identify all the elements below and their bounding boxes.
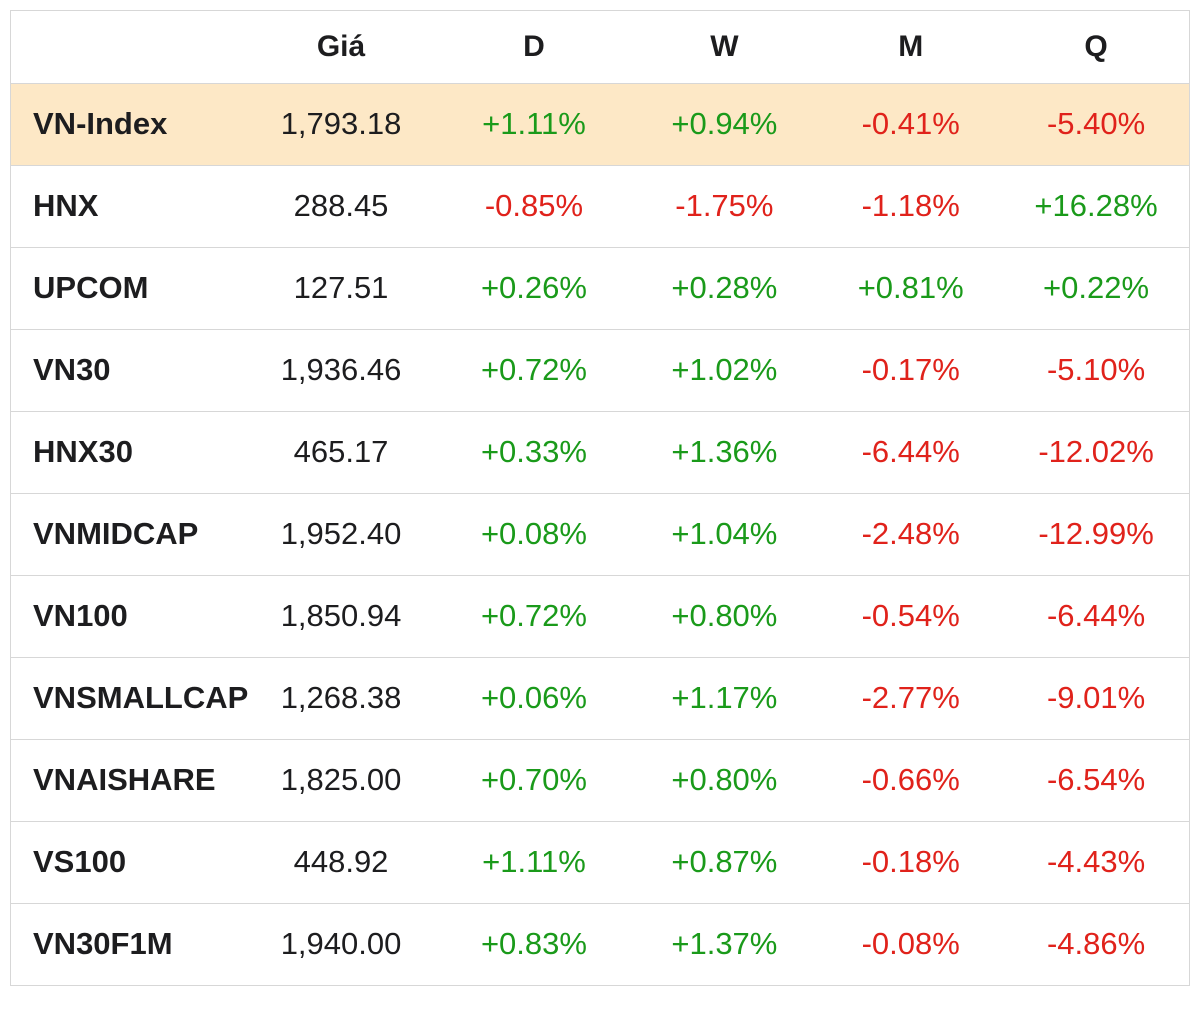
day-change-cell: -0.85% [437, 165, 631, 248]
day-change-cell: +0.72% [437, 575, 631, 658]
table-row: VNAISHARE 1,825.00 +0.70% +0.80% -0.66% -6.54… [11, 739, 1189, 822]
price-cell: 1,850.94 [244, 575, 438, 658]
day-change-cell: +1.11% [437, 821, 631, 904]
price-cell: 288.45 [244, 165, 438, 248]
table-row: VN100 1,850.94 +0.72% +0.80% -0.54% -6.44% [11, 575, 1189, 658]
index-name: VN30 [11, 329, 245, 412]
price-cell: 1,793.18 [244, 83, 438, 166]
quarter-change-cell: -9.01% [1003, 657, 1189, 740]
quarter-change-cell: -4.86% [1046, 926, 1146, 962]
table-row: VS100 448.92 +1.11% +0.87% -0.18% -4.43% [11, 821, 1189, 904]
index-name: VS100 [11, 821, 245, 904]
price-cell: 1,825.00 [244, 739, 438, 822]
price-cell: 1,952.40 [244, 493, 438, 576]
week-change-cell: +0.94% [630, 83, 819, 166]
quarter-change-cell: -12.99% [1003, 493, 1189, 576]
table-header-row: Giá D W M Q [11, 11, 1189, 84]
index-name: HNX [11, 165, 245, 248]
price-cell: 465.17 [244, 411, 438, 494]
day-change-cell: +0.26% [437, 247, 631, 330]
index-name: VNAISHARE [11, 739, 245, 822]
quarter-change-cell: -6.54% [1003, 739, 1189, 822]
table-row: HNX 288.45 -0.85% -1.75% -1.18% +16.28% [11, 165, 1189, 248]
table-row: VN30F1M 1,940.00 +0.83% +1.37% -0.08% -4.86% [11, 903, 1189, 985]
header-quarter: Q [1003, 11, 1189, 84]
quarter-change-cell: -5.10% [1003, 329, 1189, 412]
index-name: VNMIDCAP [11, 493, 245, 576]
header-price: Giá [244, 11, 438, 84]
day-change-cell: +0.06% [437, 657, 631, 740]
quarter-change-cell: -5.40% [1003, 83, 1189, 166]
quarter-change-cell: +16.28% [1003, 165, 1189, 248]
header-week: W [630, 11, 819, 84]
month-change-cell: -2.48% [818, 493, 1004, 576]
quarter-change-cell: -6.44% [1003, 575, 1189, 658]
table-row: HNX30 465.17 +0.33% +1.36% -6.44% -12.02% [11, 411, 1189, 494]
header-name [11, 11, 245, 84]
week-change-cell: +0.80% [630, 575, 819, 658]
index-name: VN-Index [11, 83, 245, 166]
table-row: VNSMALLCAP 1,268.38 +0.06% +1.17% -2.77% -9.0… [11, 657, 1189, 740]
header-month: M [818, 11, 1004, 84]
week-change-cell: +1.36% [630, 411, 819, 494]
month-change-cell: -1.18% [818, 165, 1004, 248]
index-name: VN30F1M [33, 926, 173, 962]
month-change-cell: -0.54% [818, 575, 1004, 658]
price-cell: 1,268.38 [244, 657, 438, 740]
price-cell: 127.51 [244, 247, 438, 330]
week-change-cell: +0.80% [630, 739, 819, 822]
quarter-change-cell: -4.43% [1003, 821, 1189, 904]
price-cell: 1,936.46 [244, 329, 438, 412]
month-change-cell: +0.81% [818, 247, 1004, 330]
table-body: VN-Index 1,793.18 +1.11% +0.94% -0.41% -5.40%… [11, 83, 1189, 985]
index-name: UPCOM [11, 247, 245, 330]
month-change-cell: -2.77% [818, 657, 1004, 740]
month-change-cell: -0.41% [818, 83, 1004, 166]
table-row: VN-Index 1,793.18 +1.11% +0.94% -0.41% -5.40% [11, 83, 1189, 166]
index-name: HNX30 [11, 411, 245, 494]
table-row: VNMIDCAP 1,952.40 +0.08% +1.04% -2.48% -12.99… [11, 493, 1189, 576]
day-change-cell: +0.83% [480, 926, 587, 962]
day-change-cell: +0.72% [437, 329, 631, 412]
day-change-cell: +1.11% [437, 83, 631, 166]
month-change-cell: -0.17% [818, 329, 1004, 412]
price-cell: 448.92 [244, 821, 438, 904]
week-change-cell: +0.87% [630, 821, 819, 904]
quarter-change-cell: +0.22% [1003, 247, 1189, 330]
week-change-cell: +1.02% [630, 329, 819, 412]
index-name: VN100 [11, 575, 245, 658]
header-day: D [437, 11, 631, 84]
day-change-cell: +0.70% [437, 739, 631, 822]
week-change-cell: -1.75% [630, 165, 819, 248]
week-change-cell: +1.17% [630, 657, 819, 740]
table-row: UPCOM 127.51 +0.26% +0.28% +0.81% +0.22% [11, 247, 1189, 330]
month-change-cell: -0.08% [861, 926, 960, 962]
week-change-cell: +1.37% [671, 926, 778, 962]
month-change-cell: -0.18% [818, 821, 1004, 904]
month-change-cell: -6.44% [818, 411, 1004, 494]
quarter-change-cell: -12.02% [1003, 411, 1189, 494]
index-name: VNSMALLCAP [11, 657, 248, 740]
day-change-cell: +0.33% [437, 411, 631, 494]
index-performance-table: Giá D W M Q VN-Index 1,793.18 +1.11% +0.94%… [10, 10, 1190, 986]
day-change-cell: +0.08% [437, 493, 631, 576]
table-row: VN30 1,936.46 +0.72% +1.02% -0.17% -5.10% [11, 329, 1189, 412]
week-change-cell: +1.04% [630, 493, 819, 576]
price-cell: 1,940.00 [280, 926, 402, 962]
week-change-cell: +0.28% [630, 247, 819, 330]
month-change-cell: -0.66% [818, 739, 1004, 822]
